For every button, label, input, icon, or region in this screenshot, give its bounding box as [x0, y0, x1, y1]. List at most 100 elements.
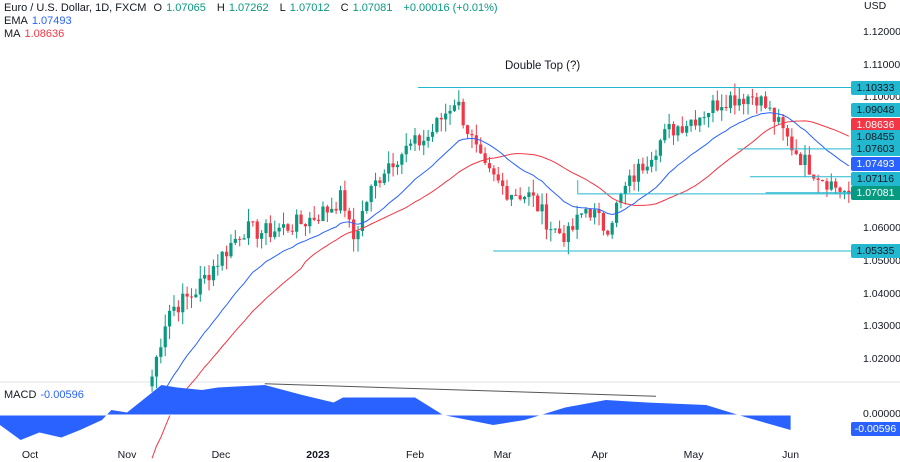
candle-down — [238, 238, 242, 240]
price-tag: 1.05335 — [851, 243, 900, 258]
candle-down — [724, 107, 728, 109]
time-tick: Feb — [405, 449, 425, 461]
ma-legend[interactable]: MA 1.08636 — [4, 28, 68, 40]
price-tick: 1.04000 — [863, 287, 900, 300]
candle-down — [518, 195, 522, 200]
time-tick: May — [683, 449, 704, 461]
candle-up — [663, 129, 667, 141]
macd-legend[interactable]: MACD -0.00596 — [4, 389, 88, 401]
candle-up — [321, 206, 325, 221]
candle-up — [211, 266, 216, 281]
candle-down — [347, 210, 351, 220]
candle-up — [404, 145, 408, 155]
candle-up — [553, 228, 557, 230]
candle-up — [540, 204, 544, 212]
candle-up — [373, 180, 378, 186]
time-tick: Jun — [782, 449, 800, 461]
candle-up — [549, 229, 553, 231]
price-tick: 1.03000 — [863, 320, 900, 333]
price-tag: 1.10333 — [851, 81, 900, 95]
candle-down — [312, 217, 316, 220]
candle-down — [693, 119, 698, 126]
candle-up — [654, 155, 658, 160]
currency-label: USD — [864, 0, 887, 12]
candle-down — [224, 251, 229, 257]
candle-up — [426, 136, 430, 141]
candle-down — [378, 180, 382, 183]
candle-up — [619, 193, 623, 203]
candle-up — [768, 107, 772, 109]
candle-down — [680, 126, 684, 133]
candle-down — [496, 174, 500, 181]
candle-down — [465, 125, 470, 134]
candle-up — [216, 265, 220, 267]
candle-up — [746, 96, 750, 105]
candle-up — [737, 98, 741, 106]
ma-value: 1.08636 — [24, 28, 65, 40]
candle-up — [260, 233, 264, 239]
candle-up — [365, 202, 369, 211]
macd-label: MACD — [4, 389, 37, 401]
candle-down — [479, 144, 483, 154]
candle-down — [785, 128, 790, 137]
time-tick: Oct — [21, 449, 39, 461]
candle-down — [325, 206, 329, 213]
candle-up — [154, 356, 159, 377]
candle-down — [251, 221, 255, 223]
candle-down — [820, 179, 825, 182]
candle-up — [628, 175, 632, 186]
candle-down — [825, 181, 829, 190]
candle-down — [781, 117, 785, 129]
macd-zero-tick: 0.00000 — [863, 408, 900, 420]
candle-up — [645, 166, 649, 171]
candle-up — [711, 100, 715, 114]
price-tag: 1.08636 — [851, 118, 900, 132]
candle-down — [834, 181, 838, 188]
candle-up — [667, 124, 671, 130]
candle-down — [316, 219, 321, 221]
candle-down — [671, 124, 676, 136]
candle-up — [452, 105, 457, 111]
candle-up — [181, 293, 185, 313]
candle-up — [579, 213, 584, 215]
price-tick: 1.06000 — [863, 222, 900, 235]
candle-up — [584, 208, 588, 214]
candle-down — [417, 135, 421, 146]
time-tick: Dec — [211, 449, 231, 461]
candle-down — [641, 163, 645, 171]
macd-area — [0, 385, 791, 440]
macd-trendline — [264, 383, 657, 397]
candle-up — [448, 110, 452, 114]
candle-up — [295, 214, 299, 232]
ma-label: MA — [4, 28, 21, 40]
candle-down — [799, 154, 803, 166]
candle-down — [763, 96, 768, 108]
candle-up — [566, 226, 570, 242]
candle-up — [706, 113, 711, 118]
price-tag: 1.09048 — [851, 103, 900, 117]
candle-up — [330, 208, 334, 213]
candle-up — [650, 159, 654, 167]
candle-down — [742, 98, 746, 105]
candle-up — [387, 163, 391, 174]
price-tag: 1.07116 — [851, 172, 900, 186]
macd-value: -0.00596 — [40, 389, 84, 401]
candle-down — [474, 135, 478, 145]
candle-up — [527, 192, 531, 197]
candle-down — [601, 213, 606, 231]
candle-down — [290, 230, 294, 232]
ema-legend[interactable]: EMA 1.07493 — [4, 15, 76, 27]
candle-up — [369, 185, 373, 203]
candle-up — [395, 164, 400, 168]
candle-up — [413, 135, 417, 144]
candle-down — [632, 175, 636, 182]
change-value: +0.00016 (+0.01%) — [403, 2, 498, 14]
price-tag: 1.07603 — [851, 142, 900, 156]
price-tag: 1.07493 — [851, 157, 900, 171]
candle-down — [483, 153, 487, 164]
candle-up — [698, 117, 702, 126]
candle-up — [338, 190, 343, 211]
